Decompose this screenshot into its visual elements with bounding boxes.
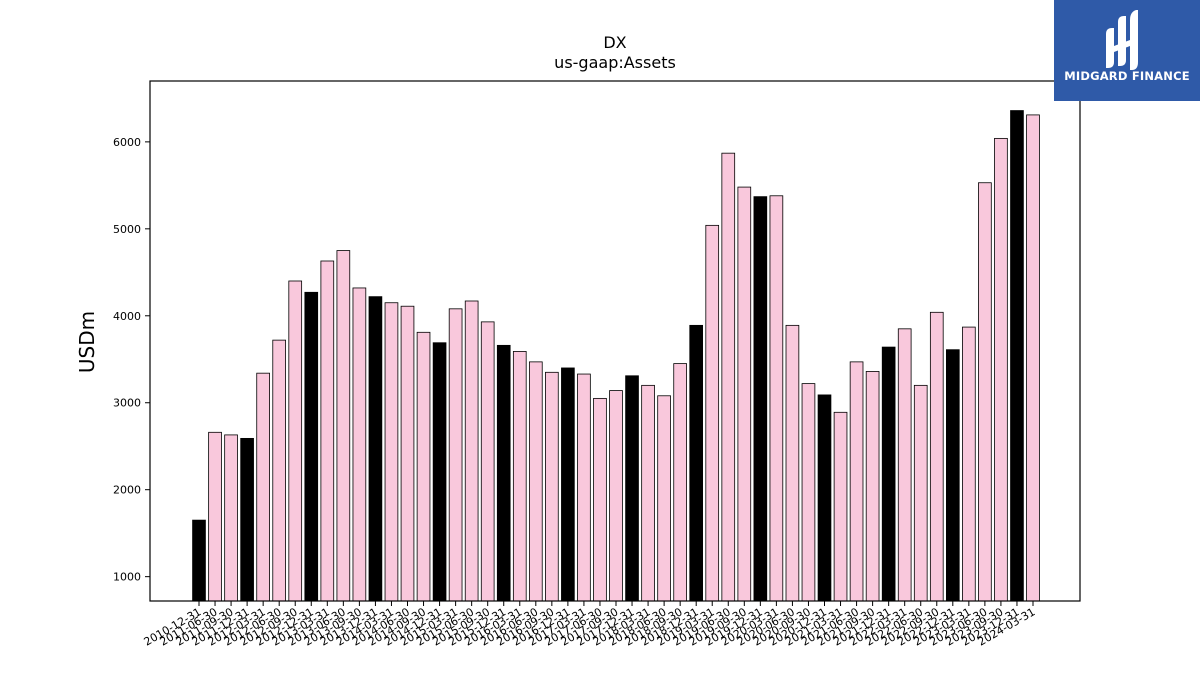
- y-axis-label: USDm: [75, 311, 99, 373]
- bar: [689, 324, 704, 602]
- plot-layer: 1000200030004000500060002010-12-312011-0…: [113, 110, 1040, 649]
- bar: [897, 328, 912, 602]
- bar: [721, 152, 736, 602]
- bar: [384, 302, 399, 602]
- bar: [528, 361, 543, 602]
- bar: [288, 280, 303, 602]
- bar: [304, 291, 319, 602]
- bar: [641, 384, 655, 602]
- bar: [561, 367, 575, 602]
- bar: [577, 373, 591, 602]
- midgard-logo-icon: [1106, 10, 1138, 70]
- bar: [849, 361, 864, 602]
- y-tick-label: 3000: [113, 397, 141, 410]
- bar: [625, 375, 639, 602]
- bar: [240, 437, 254, 602]
- bar: [785, 324, 800, 602]
- bar: [256, 372, 270, 602]
- y-tick-label: 2000: [113, 484, 141, 497]
- chart-title: DX: [603, 33, 626, 52]
- bar: [817, 394, 832, 602]
- bar: [801, 383, 816, 602]
- bar: [192, 519, 206, 602]
- chart-subtitle: us-gaap:Assets: [554, 53, 676, 72]
- plot-frame: [149, 80, 1081, 602]
- bar: [336, 250, 351, 602]
- bar: [657, 395, 671, 602]
- bar: [705, 224, 720, 602]
- bar: [769, 195, 784, 602]
- bar: [673, 363, 687, 602]
- y-tick-label: 4000: [113, 310, 141, 323]
- bar: [881, 346, 896, 602]
- y-tick-label: 6000: [113, 136, 141, 149]
- bar: [464, 300, 479, 602]
- bar: [593, 397, 607, 602]
- bar: [833, 411, 848, 602]
- bar: [978, 182, 992, 602]
- bar: [913, 384, 928, 602]
- bar: [865, 371, 880, 602]
- bar: [496, 344, 511, 602]
- bar: [352, 287, 367, 602]
- bar: [1026, 114, 1040, 602]
- bar: [416, 331, 431, 602]
- bar: [224, 434, 238, 602]
- bar: [448, 308, 463, 602]
- bar: [609, 390, 623, 602]
- bar: [208, 431, 222, 602]
- y-tick-label: 1000: [113, 571, 141, 584]
- y-tick-label: 5000: [113, 223, 141, 236]
- bar: [272, 339, 287, 602]
- bar: [962, 326, 976, 602]
- bar: [737, 186, 752, 602]
- bar: [432, 342, 447, 602]
- bar: [512, 351, 527, 602]
- midgard-finance-logo: MIDGARD FINANCE: [1054, 0, 1200, 101]
- bar: [545, 371, 559, 602]
- bar: [1010, 110, 1024, 602]
- bar: [929, 311, 944, 602]
- bar: [753, 196, 768, 602]
- brand-text: MIDGARD FINANCE: [1064, 69, 1190, 83]
- bar: [320, 260, 335, 602]
- bar: [368, 296, 383, 602]
- bar: [945, 349, 960, 602]
- bar: [400, 305, 415, 602]
- bar: [994, 137, 1008, 602]
- bar: [480, 321, 495, 602]
